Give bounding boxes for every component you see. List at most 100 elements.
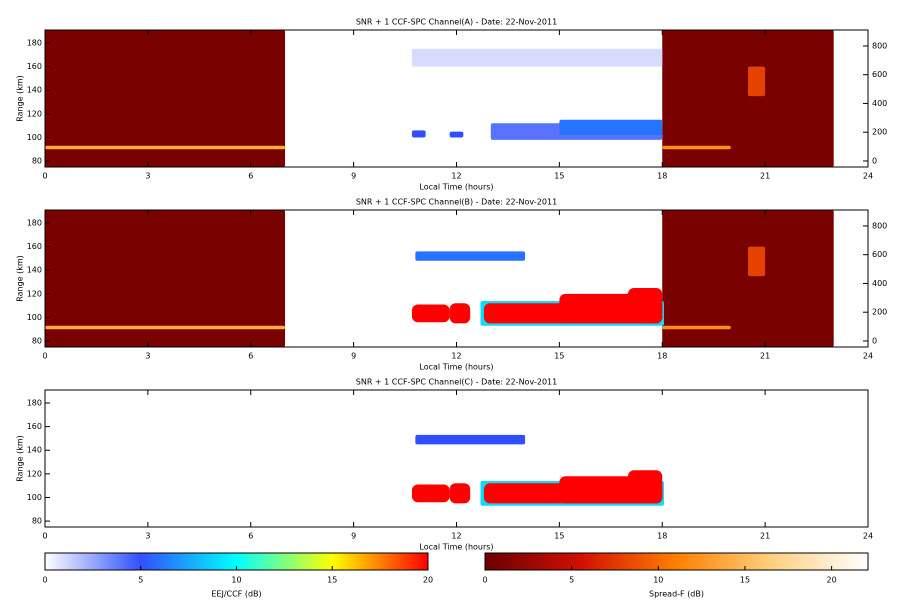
echo [45,210,286,347]
x-tick-label: 15 [554,352,564,361]
y-tick-label: 140 [27,446,42,455]
x-tick-label: 18 [657,172,667,181]
x-tick-label: 12 [451,532,461,541]
echo [449,131,464,138]
echo [662,145,731,150]
y-tick-label: 120 [27,469,42,478]
y-tick-label: 100 [27,493,42,502]
y-axis-label: Range (km) [16,255,25,302]
panel-title: SNR + 1 CCF-SPC Channel(A) - Date: 22-No… [356,18,557,27]
echo [45,145,286,150]
y-tick-label: 180 [27,218,42,227]
x-axis-label: Local Time (hours) [419,183,493,192]
x-tick-label: 15 [554,172,564,181]
echo [449,303,471,324]
echo [415,434,526,445]
colorbar [484,552,869,571]
colorbar-tick-label: 0 [42,576,47,585]
x-tick-label: 3 [145,172,150,181]
colorbar-tick-label: 20 [827,576,837,585]
y2-tick-label: 600 [872,70,887,79]
x-tick-label: 9 [351,352,356,361]
y-axis-label: Range (km) [16,435,25,482]
colorbar-tick-label: 10 [653,576,663,585]
panel-title: SNR + 1 CCF-SPC Channel(C) - Date: 22-No… [356,378,557,387]
plot-area [411,434,664,506]
x-axis-label: Local Time (hours) [419,543,493,552]
y-tick-label: 140 [27,86,42,95]
colorbar-tick-label: 10 [231,576,241,585]
plot-area [45,30,834,167]
y2-tick-label: 800 [872,221,887,230]
echo [45,325,286,330]
x-tick-label: 0 [42,352,47,361]
x-tick-label: 12 [451,172,461,181]
echo [627,287,663,324]
y-tick-label: 180 [27,398,42,407]
y2-tick-label: 400 [872,99,887,108]
echo [747,66,766,97]
x-tick-label: 24 [863,172,873,181]
echo [559,119,663,136]
y-tick-label: 120 [27,109,42,118]
echo [662,210,834,347]
colorbar-tick-label: 15 [327,576,337,585]
x-axis-label: Local Time (hours) [419,363,493,372]
echo [45,30,286,167]
y-axis-label: Range (km) [16,75,25,122]
x-tick-label: 21 [760,352,770,361]
echo [449,483,471,504]
y-tick-label: 160 [27,422,42,431]
y2-tick-label: 600 [872,250,887,259]
x-tick-label: 0 [42,532,47,541]
x-tick-label: 6 [248,172,253,181]
y2-tick-label: 400 [872,279,887,288]
y-tick-label: 80 [32,337,42,346]
x-tick-label: 24 [863,352,873,361]
echo [415,251,526,261]
x-tick-label: 21 [760,172,770,181]
echo [411,130,426,138]
echo [747,246,766,277]
x-tick-label: 15 [554,532,564,541]
colorbar-label: EEJ/CCF (dB) [211,590,261,599]
echo [627,470,663,504]
y-tick-label: 180 [27,38,42,47]
x-tick-label: 24 [863,532,873,541]
y-tick-label: 140 [27,266,42,275]
x-tick-label: 12 [451,352,461,361]
x-tick-label: 6 [248,532,253,541]
y-tick-label: 160 [27,62,42,71]
y-tick-label: 120 [27,289,42,298]
colorbar-tick-label: 5 [569,576,574,585]
x-tick-label: 9 [351,532,356,541]
x-tick-label: 3 [145,352,150,361]
x-tick-label: 0 [42,172,47,181]
echo [411,48,663,67]
y-tick-label: 100 [27,133,42,142]
colorbar-tick-label: 20 [423,576,433,585]
y-tick-label: 80 [32,157,42,166]
echo [411,484,450,503]
echo [411,304,450,323]
x-tick-label: 3 [145,532,150,541]
x-tick-label: 18 [657,352,667,361]
echo [662,325,731,330]
x-tick-label: 6 [248,352,253,361]
colorbar-tick-label: 15 [740,576,750,585]
y2-tick-label: 200 [872,308,887,317]
panel-title: SNR + 1 CCF-SPC Channel(B) - Date: 22-No… [356,198,557,207]
x-tick-label: 18 [657,532,667,541]
colorbar-tick-label: 0 [482,576,487,585]
y2-tick-label: 800 [872,41,887,50]
plot-frame [44,389,869,528]
y2-tick-label: 0 [872,156,877,165]
colorbar-tick-label: 5 [138,576,143,585]
y-tick-label: 160 [27,242,42,251]
y-tick-label: 80 [32,517,42,526]
x-tick-label: 21 [760,532,770,541]
y2-tick-label: 200 [872,128,887,137]
y-tick-label: 100 [27,313,42,322]
x-tick-label: 9 [351,172,356,181]
